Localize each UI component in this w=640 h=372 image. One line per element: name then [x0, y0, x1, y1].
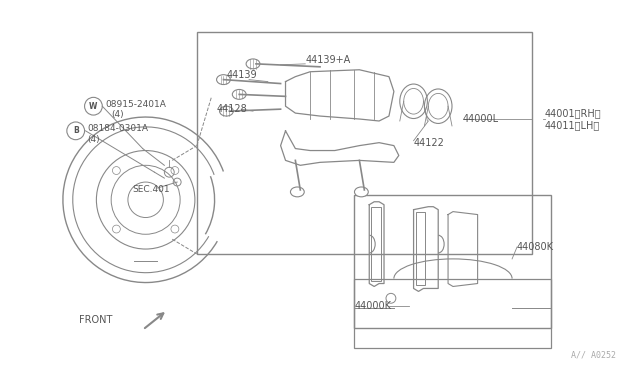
Text: 44001〈RH〉: 44001〈RH〉	[545, 108, 601, 118]
Text: (4): (4)	[88, 135, 100, 144]
Bar	[355, 279, 552, 347]
Text: (4): (4)	[111, 110, 124, 119]
Text: 44011〈LH〉: 44011〈LH〉	[545, 120, 600, 130]
Ellipse shape	[216, 75, 230, 84]
Ellipse shape	[220, 106, 234, 116]
Circle shape	[84, 97, 102, 115]
Ellipse shape	[291, 187, 304, 197]
Text: SEC.401: SEC.401	[133, 185, 170, 195]
Text: 44139+A: 44139+A	[305, 55, 351, 65]
Text: 44122: 44122	[413, 138, 444, 148]
Text: 44139: 44139	[227, 70, 257, 80]
Bar	[197, 32, 532, 254]
Text: 44000L: 44000L	[463, 114, 499, 124]
Text: 08184-0301A: 08184-0301A	[88, 124, 148, 134]
Text: FRONT: FRONT	[79, 315, 112, 325]
Text: 08915-2401A: 08915-2401A	[105, 100, 166, 109]
Ellipse shape	[232, 89, 246, 99]
Ellipse shape	[355, 187, 368, 197]
Text: 44000K: 44000K	[355, 301, 392, 311]
Bar	[355, 195, 552, 328]
Text: W: W	[89, 102, 98, 111]
Text: A// A0252: A// A0252	[570, 351, 616, 360]
Bar	[415, 212, 426, 285]
Circle shape	[67, 122, 84, 140]
Text: 44080K: 44080K	[517, 242, 554, 252]
Text: 44128: 44128	[216, 104, 247, 114]
Bar	[371, 207, 381, 280]
Text: B: B	[73, 126, 79, 135]
Ellipse shape	[246, 59, 260, 69]
